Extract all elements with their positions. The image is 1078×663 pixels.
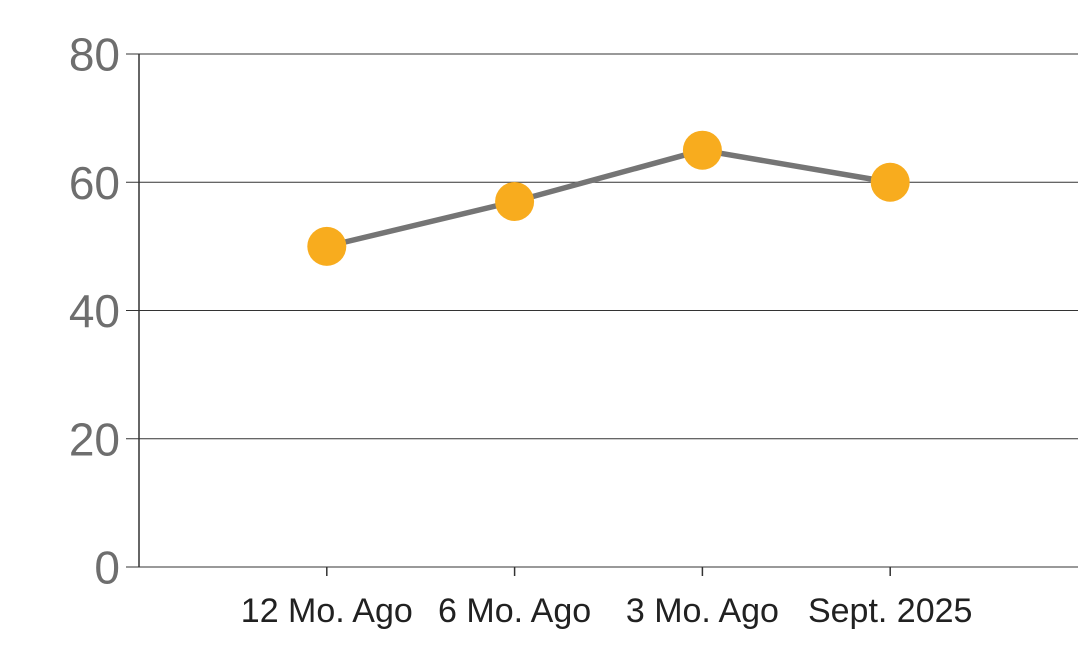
x-axis-tick-label: 12 Mo. Ago: [241, 592, 413, 630]
data-point-marker: [682, 130, 722, 170]
x-axis-tick-label: 6 Mo. Ago: [438, 592, 591, 630]
y-axis-tick-label: 40: [69, 285, 120, 337]
data-point-marker: [870, 162, 910, 202]
data-line: [324, 147, 893, 250]
y-axis-tick-label: 60: [69, 157, 120, 209]
y-axis-tick-label: 0: [94, 542, 120, 594]
x-axis-tick-label: 3 Mo. Ago: [626, 592, 779, 630]
data-point-marker: [307, 226, 347, 266]
y-axis-tick-label: 80: [69, 29, 120, 81]
y-axis-tick-label: 20: [69, 413, 120, 465]
x-axis-tick-label: Sept. 2025: [808, 592, 972, 630]
data-point-marker: [495, 181, 535, 221]
